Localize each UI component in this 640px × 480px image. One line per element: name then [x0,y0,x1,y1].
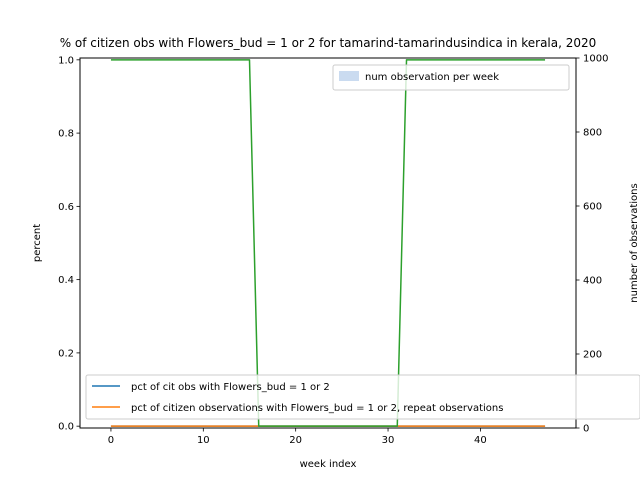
legend-lines-frame [85,374,640,420]
x-tick-label-0: 0 [108,435,114,446]
y-axis-right-label: number of observations [629,183,640,302]
y-left-tick-label-4: 0.8 [58,129,74,140]
chart-title: % of citizen obs with Flowers_bud = 1 or… [60,36,597,50]
y-axis-left-label: percent [32,224,43,262]
y-axis-right: 0 200 400 600 800 1000 [576,54,608,435]
y-right-tick-label-4: 800 [583,128,602,139]
plot-frame [79,57,577,429]
y-left-tick-label-3: 0.6 [58,202,74,213]
x-axis: 0 10 20 30 40 [108,428,487,446]
y-left-tick-label-1: 0.2 [58,348,74,359]
legend-lines: pct of cit obs with Flowers_bud = 1 or 2… [85,374,640,420]
legend-series-1-label: pct of citizen observations with Flowers… [131,403,503,414]
x-tick-label-4: 40 [474,435,487,446]
x-axis-label: week index [300,459,357,470]
y-right-tick-label-3: 600 [583,202,602,213]
x-tick-label-1: 10 [197,435,210,446]
y-left-tick-label-2: 0.4 [58,275,74,286]
legend-bars-frame [332,64,570,91]
legend-bars: num observation per week [332,64,570,91]
y-right-tick-label-1: 200 [583,350,602,361]
lines-layer [110,59,546,427]
y-axis-left: 0.0 0.2 0.4 0.6 0.8 1.0 [58,55,80,433]
y-right-tick-label-0: 0 [583,424,589,435]
legend-bars-label: num observation per week [365,72,499,83]
series-line-2 [110,59,546,427]
legend-series-0-label: pct of cit obs with Flowers_bud = 1 or 2 [131,382,330,393]
y-right-tick-label-2: 400 [583,276,602,287]
y-left-tick-label-0: 0.0 [58,422,74,433]
x-tick-label-3: 30 [382,435,395,446]
y-right-tick-label-5: 1000 [583,54,608,65]
x-tick-label-2: 20 [289,435,302,446]
y-left-tick-label-5: 1.0 [58,55,74,66]
legend-bars-swatch [339,71,359,81]
